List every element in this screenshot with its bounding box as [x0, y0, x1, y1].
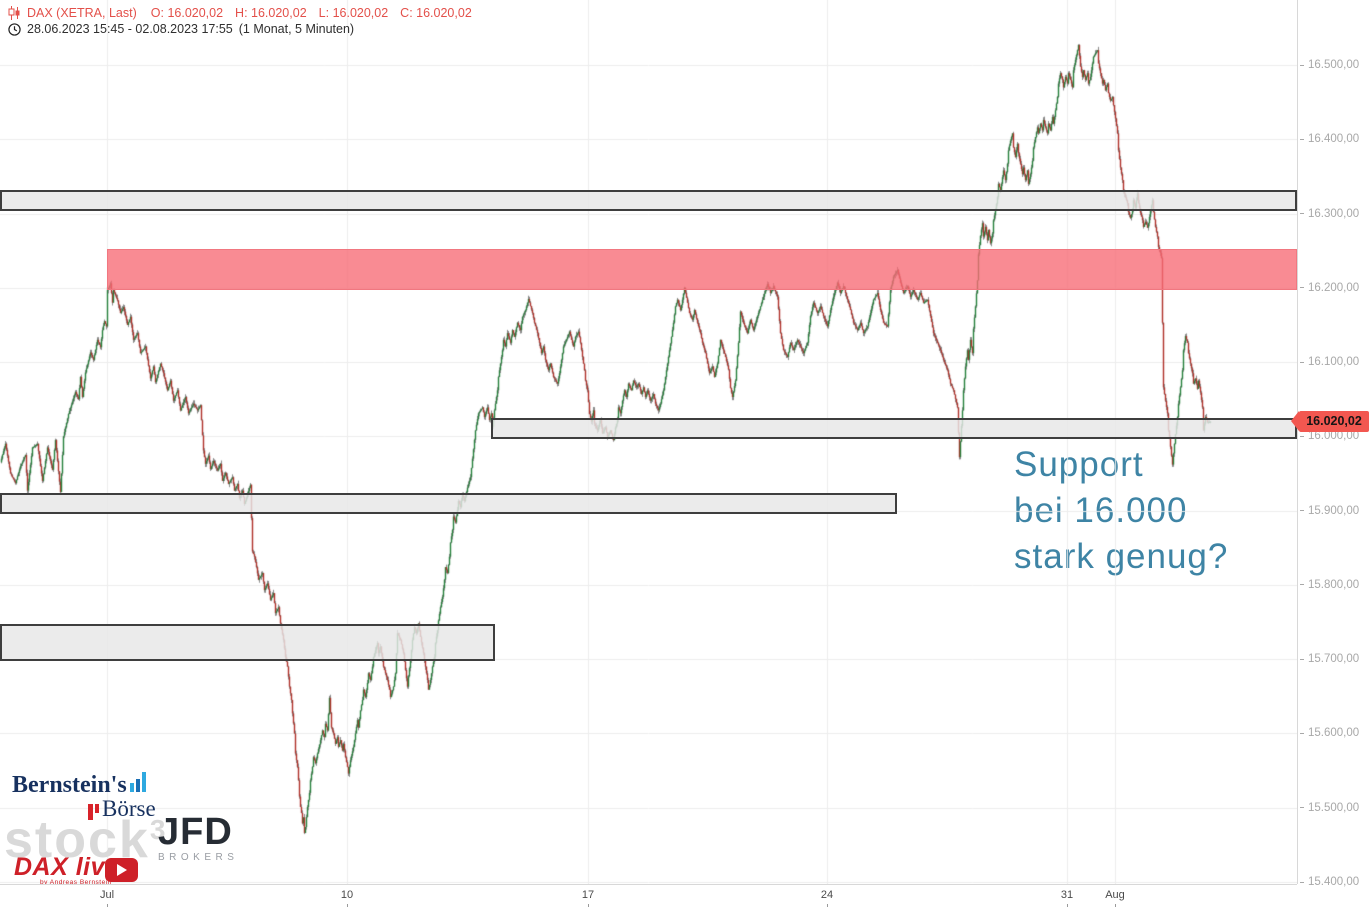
play-button-icon: [105, 858, 138, 882]
stock3-watermark: stock3: [4, 804, 165, 866]
price-axis-label: 16.000,00: [1298, 430, 1359, 442]
low-label: L:: [318, 6, 330, 20]
support-zone-15900[interactable]: [0, 492, 897, 514]
jfd-brokers-logo: JFD BROKERS: [158, 811, 239, 863]
time-axis[interactable]: Jul 10 17 24 31 Aug: [0, 884, 1297, 907]
symbol-name: DAX (XETRA, Last): [27, 6, 137, 20]
time-axis-label: Jul: [99, 889, 115, 901]
bar-chart-icon: [129, 772, 148, 799]
high-value: 16.020,02: [251, 6, 307, 20]
price-axis-tick: [1300, 435, 1304, 437]
open-label: O:: [150, 6, 164, 20]
dax-live-logo: DAX live by Andreas Bernstein: [14, 853, 138, 886]
price-axis-tick: [1300, 213, 1304, 215]
price-axis-tick: [1300, 732, 1304, 734]
price-axis-tick: [1300, 138, 1304, 140]
clock-icon: [8, 22, 21, 36]
datetime-range: 28.06.2023 15:45 - 02.08.2023 17:55: [27, 22, 233, 36]
price-axis-tick: [1300, 658, 1304, 660]
price-axis-tick: [1300, 64, 1304, 66]
timerange-header: 28.06.2023 15:45 - 02.08.2023 17:55 (1 M…: [8, 22, 354, 36]
price-axis-label: 16.500,00: [1298, 59, 1359, 71]
support-zone-15700[interactable]: [0, 623, 495, 661]
time-axis-label: 31: [1060, 889, 1074, 901]
price-axis-label: 16.400,00: [1298, 133, 1359, 145]
boerse-red-bars-icon: [88, 804, 99, 820]
price-axis-label: 15.400,00: [1298, 876, 1359, 888]
price-axis-label: 16.300,00: [1298, 208, 1359, 220]
close-label: C:: [400, 6, 413, 20]
price-axis-label: 15.900,00: [1298, 505, 1359, 517]
price-axis-tick: [1300, 584, 1304, 586]
time-axis-tick: [107, 904, 108, 907]
dax-live-title: DAX live: [14, 853, 120, 881]
time-axis-label: 17: [581, 889, 595, 901]
symbol-header: DAX (XETRA, Last) O: 16.020,02 H: 16.020…: [8, 6, 478, 20]
boerse-logo-text: Börse: [102, 796, 156, 821]
price-axis-label: 15.800,00: [1298, 579, 1359, 591]
price-axis-label: 16.100,00: [1298, 356, 1359, 368]
stock3-sup: 3: [149, 814, 166, 845]
time-axis-tick: [347, 904, 348, 907]
interval-info: (1 Monat, 5 Minuten): [238, 22, 355, 36]
stock3-text: stock: [4, 811, 150, 869]
support-zone-16000[interactable]: [491, 417, 1297, 440]
candlestick-icon: [8, 6, 21, 20]
price-axis-tick: [1300, 807, 1304, 809]
price-axis-label: 15.600,00: [1298, 727, 1359, 739]
last-price-tag: 16.020,02: [1291, 410, 1369, 432]
close-value: 16.020,02: [416, 6, 472, 20]
time-axis-label: 10: [340, 889, 354, 901]
price-axis-tick: [1300, 361, 1304, 363]
time-axis-tick: [1067, 904, 1068, 907]
price-axis-label: 15.700,00: [1298, 653, 1359, 665]
price-axis-label: 15.500,00: [1298, 802, 1359, 814]
resistance-zone-16300[interactable]: [0, 189, 1297, 212]
bernstein-logo-text: Bernstein's: [12, 772, 127, 798]
jfd-logo-text: JFD: [158, 811, 233, 853]
open-value: 16.020,02: [167, 6, 224, 20]
time-axis-tick: [588, 904, 589, 907]
price-axis-tick: [1300, 881, 1304, 883]
time-axis-label: Aug: [1105, 889, 1125, 901]
jfd-brokers-text: BROKERS: [158, 852, 239, 863]
bernstein-boerse-logo: Bernstein's Börse: [12, 772, 156, 822]
time-axis-tick: [1115, 904, 1116, 907]
high-label: H:: [235, 6, 248, 20]
low-value: 16.020,02: [332, 6, 389, 20]
candlestick-chart[interactable]: [0, 0, 1297, 884]
time-axis-tick: [827, 904, 828, 907]
price-axis-label: 16.200,00: [1298, 282, 1359, 294]
last-price-value: 16.020,02: [1306, 414, 1362, 429]
resistance-zone-16200-red[interactable]: [107, 249, 1297, 291]
price-axis[interactable]: 16.500,00 16.400,00 16.300,00 16.200,00 16.1…: [1297, 0, 1369, 888]
time-axis-label: 24: [820, 889, 834, 901]
price-axis-tick: [1300, 287, 1304, 289]
dax-live-byline: by Andreas Bernstein: [40, 879, 112, 886]
price-axis-tick: [1300, 510, 1304, 512]
